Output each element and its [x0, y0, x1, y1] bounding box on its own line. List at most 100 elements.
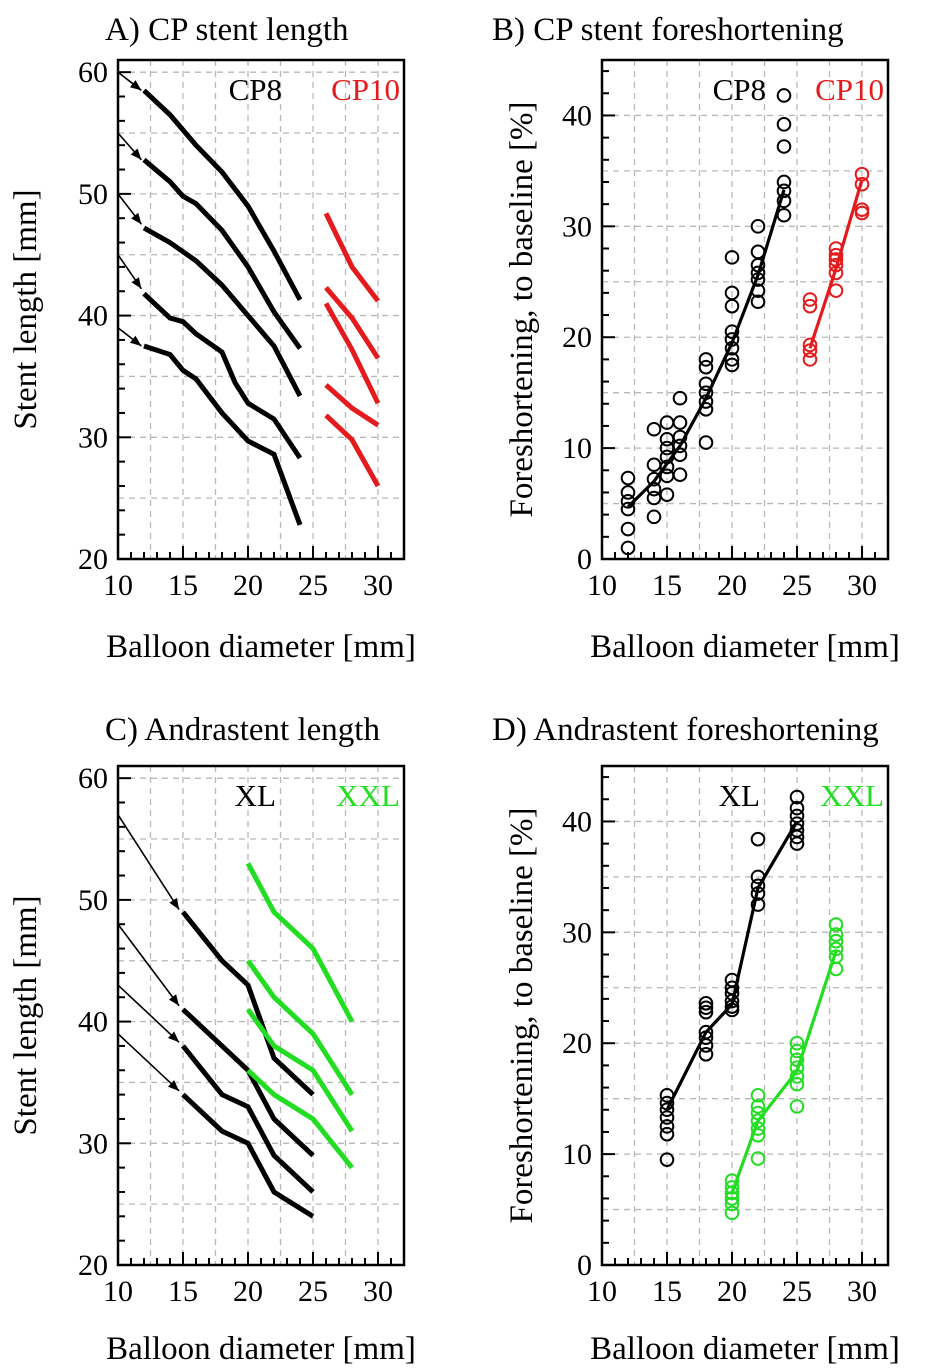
arrow-head	[129, 335, 142, 347]
legend-cp10: CP10	[331, 72, 400, 107]
point-cp8	[646, 471, 662, 487]
point-cp8	[646, 490, 662, 506]
point-cp8	[776, 139, 792, 154]
x-tick-label: 20	[717, 569, 747, 602]
panel-c-title: C) Andrastent length	[105, 712, 380, 748]
legend-cp8: CP8	[229, 72, 282, 107]
series-line-cp10	[324, 383, 380, 428]
point-cp8	[776, 207, 792, 223]
point-xl	[789, 800, 805, 816]
plot-frame	[600, 764, 890, 1267]
point-xl	[659, 1110, 675, 1125]
arrow-head	[131, 212, 142, 225]
point-cp8	[776, 117, 792, 132]
y-tick-label: 50	[78, 178, 108, 211]
point-xl	[724, 980, 740, 996]
point-xl	[659, 1119, 675, 1134]
point-xl	[789, 816, 805, 831]
arrow-head	[167, 1080, 180, 1091]
point-xl	[659, 1152, 675, 1167]
point-cp10	[802, 298, 818, 314]
fit-line-xl	[665, 820, 799, 1111]
point-cp8	[724, 285, 740, 301]
point-cp8	[724, 250, 740, 265]
point-cp10	[802, 292, 818, 307]
arrow-head	[131, 277, 142, 289]
x-tick-label: 15	[652, 1275, 682, 1308]
point-cp8	[646, 509, 662, 525]
point-cp8	[750, 294, 766, 310]
point-xl	[659, 1102, 675, 1118]
y-tick-label: 20	[78, 1249, 108, 1282]
legend-cp10: CP10	[815, 72, 884, 107]
legend-xxl: XXL	[820, 778, 884, 813]
x-tick-label: 10	[103, 1275, 133, 1308]
y-tick-label: 30	[78, 421, 108, 454]
y-tick-label: 40	[78, 1006, 108, 1039]
y-tick-label: 20	[78, 543, 108, 576]
arrow-line	[117, 923, 180, 1007]
y-tick-label: 20	[562, 1027, 592, 1060]
x-tick-label: 30	[363, 1275, 393, 1308]
point-cp8	[776, 88, 792, 103]
point-xl	[789, 789, 805, 805]
y-tick-label: 40	[562, 805, 592, 838]
point-cp8	[672, 415, 688, 430]
point-cp8	[646, 421, 662, 437]
x-tick-label: 20	[233, 1275, 263, 1308]
point-cp8	[698, 435, 714, 450]
y-tick-label: 60	[78, 762, 108, 795]
point-xxl	[750, 1099, 766, 1114]
x-tick-label: 10	[587, 1275, 617, 1308]
point-xl	[698, 1024, 714, 1040]
point-xl	[750, 831, 766, 847]
x-tick-label: 25	[782, 1275, 812, 1308]
legend-xxl: XXL	[336, 778, 400, 813]
x-tick-label: 30	[847, 1275, 877, 1308]
point-cp8	[659, 459, 675, 475]
point-cp10	[854, 202, 870, 217]
point-cp8	[620, 470, 636, 486]
x-tick-label: 25	[782, 569, 812, 602]
y-tick-label: 30	[562, 916, 592, 949]
x-tick-label: 30	[363, 569, 393, 602]
series-line-xl	[181, 1044, 315, 1194]
point-xxl	[724, 1205, 740, 1221]
point-xxl	[828, 933, 844, 949]
point-cp8	[672, 438, 688, 454]
y-axis-label: Stent length [mm]	[8, 189, 44, 429]
series-line-cp8	[142, 88, 303, 301]
series-line-xxl	[245, 959, 355, 1096]
point-xxl	[828, 927, 844, 942]
y-tick-label: 30	[562, 210, 592, 243]
panel-a-title: A) CP stent length	[105, 12, 349, 48]
x-tick-label: 20	[233, 569, 263, 602]
series-line-xl	[181, 910, 315, 1097]
series-line-cp8	[142, 291, 303, 460]
point-xxl	[724, 1180, 740, 1195]
arrow-head	[169, 897, 180, 910]
x-tick-label: 15	[168, 1275, 198, 1308]
x-axis-label: Balloon diameter [mm]	[590, 629, 900, 665]
y-axis-label: Foreshortening, to baseline [%]	[504, 807, 540, 1223]
x-tick-label: 20	[717, 1275, 747, 1308]
series-line-cp10	[324, 413, 381, 488]
y-tick-label: 0	[577, 1249, 592, 1282]
fit-line-xxl	[730, 950, 838, 1194]
arrow-line	[117, 984, 180, 1043]
point-xl	[659, 1126, 675, 1142]
point-cp8	[620, 485, 636, 500]
arrow-head	[167, 1031, 180, 1043]
point-xxl	[789, 1076, 805, 1092]
panel-c: 10 15 20 25 30 20 30 40 50 60 C) Andrastent length…	[8, 712, 416, 1367]
point-cp10	[854, 176, 870, 192]
x-axis-label: Balloon diameter [mm]	[590, 1331, 900, 1367]
legend-xl: XL	[235, 778, 276, 813]
legend-xl: XL	[719, 778, 760, 813]
y-tick-label: 60	[78, 56, 108, 89]
series-line-cp8	[142, 225, 303, 398]
point-cp8	[672, 467, 688, 483]
point-xxl	[750, 1113, 766, 1129]
